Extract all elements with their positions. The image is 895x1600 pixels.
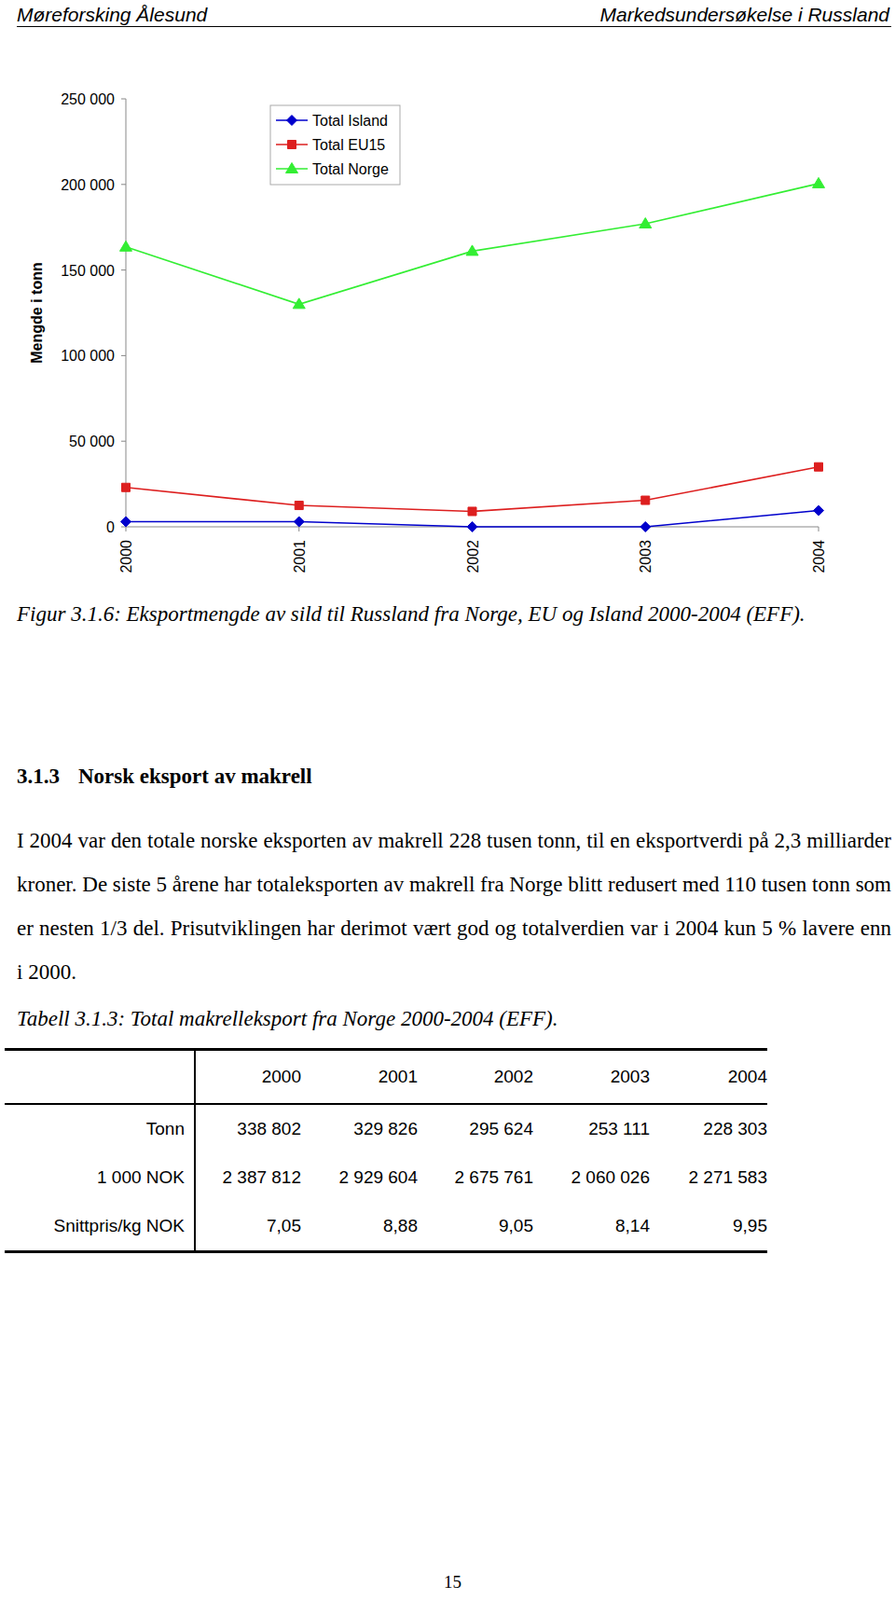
section-number: 3.1.3 [16,764,60,788]
column-header: 2001 [301,1049,418,1105]
table-cell: 329 826 [301,1103,418,1154]
table-cell: 7,05 [194,1201,302,1253]
corner-cell [4,1049,195,1105]
x-tick-label: 2003 [637,539,654,574]
table-row: Tonn338 802329 826295 624253 111228 303 [4,1103,768,1154]
column-header: 2000 [194,1049,302,1105]
data-point [293,516,304,527]
y-tick [121,98,126,100]
row-label: Snittpris/kg NOK [4,1201,195,1253]
legend-marker [287,115,298,126]
table-cell: 2 271 583 [649,1153,768,1202]
data-point [812,177,826,188]
data-point [813,505,825,516]
data-point [121,516,132,527]
figure-caption: Figur 3.1.6: Eksportmengde av sild til R… [16,596,894,632]
plot-area [120,177,826,532]
x-tick-label: 2004 [811,539,827,574]
y-tick [121,355,126,357]
y-tick [121,183,126,185]
table-cell: 228 303 [649,1103,768,1154]
column-header: 2003 [533,1049,650,1105]
x-tick [818,526,820,532]
legend-box [270,105,400,185]
data-point [294,501,303,510]
section-heading: 3.1.3 Norsk eksport av makrell [16,764,313,789]
column-header: 2004 [649,1049,768,1105]
table-row: 1 000 NOK2 387 8122 929 6042 675 7612 06… [4,1153,768,1202]
x-tick-label: 2000 [118,539,135,574]
table-cell: 8,88 [301,1201,418,1253]
data-point [639,218,652,229]
table-cell: 9,05 [417,1201,534,1253]
legend-marker [288,140,297,150]
legend-label: Total Norge [312,161,389,178]
legend-label: Total EU15 [312,137,386,153]
y-tick-label: 250 000 [60,91,115,108]
data-point [641,495,650,505]
x-tick [298,526,300,532]
x-tick-label: 2001 [291,539,308,574]
row-label: Tonn [4,1103,195,1154]
header-rule [16,26,892,28]
y-tick-label: 0 [106,519,115,536]
table-cell: 295 624 [417,1103,534,1154]
data-point [467,522,478,533]
legend-marker [286,163,299,174]
page-number: 15 [443,1571,462,1593]
table-cell: 2 060 026 [533,1153,650,1202]
paragraph: I 2004 var den totale norske eksporten a… [16,818,892,994]
table-cell: 2 929 604 [301,1153,418,1202]
data-table: 20002001200220032004Tonn338 802329 82629… [4,1047,768,1253]
header-left: Møreforsking Ålesund [16,3,207,27]
data-point [120,240,133,251]
data-point [814,462,824,471]
data-point [122,482,131,492]
series-line [125,467,819,512]
table: 20002001200220032004Tonn338 802329 82629… [4,1047,768,1253]
y-axis [125,98,127,527]
series-line [125,183,819,304]
row-label: 1 000 NOK [4,1153,195,1202]
table-cell: 2 387 812 [194,1153,302,1202]
legend-label: Total Island [312,112,388,129]
table-row: Snittpris/kg NOK7,058,889,058,149,95 [4,1201,768,1253]
section-title: Norsk eksport av makrell [78,764,313,788]
x-tick-label: 2002 [465,539,482,574]
header-row: 20002001200220032004 [4,1049,768,1105]
table-cell: 338 802 [194,1103,302,1154]
y-tick-label: 100 000 [60,347,115,364]
table-caption: Tabell 3.1.3: Total makrelleksport fra N… [16,1006,559,1032]
column-header: 2002 [417,1049,534,1105]
y-tick [121,269,126,271]
data-point [468,507,477,516]
y-tick-label: 50 000 [68,433,115,450]
y-tick-label: 200 000 [60,177,115,193]
table-cell: 9,95 [649,1201,768,1253]
y-tick-label: 150 000 [60,262,115,279]
data-point [466,245,479,256]
data-point [292,298,305,309]
table-cell: 8,14 [533,1201,650,1253]
chart: 0 50 000 100 000 150 000 200 000 250 000 Mengd… [0,0,895,597]
y-tick [121,440,126,442]
header-right: Markedsundersøkelse i Russland [600,3,890,27]
table-cell: 253 111 [533,1103,650,1154]
x-tick [125,526,127,532]
y-axis-label: Mengde i tonn [28,261,45,363]
table-cell: 2 675 761 [417,1153,534,1202]
data-point [640,522,651,533]
